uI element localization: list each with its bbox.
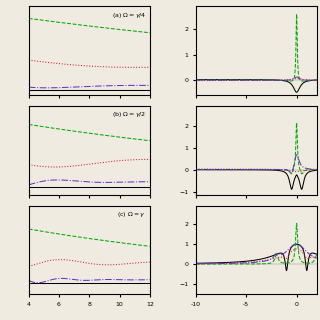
- Text: (a) $\Omega = \gamma/4$: (a) $\Omega = \gamma/4$: [112, 11, 146, 20]
- Text: (b) $\Omega = \gamma/2$: (b) $\Omega = \gamma/2$: [112, 110, 146, 119]
- Text: (c) $\Omega = \gamma$: (c) $\Omega = \gamma$: [117, 210, 146, 219]
